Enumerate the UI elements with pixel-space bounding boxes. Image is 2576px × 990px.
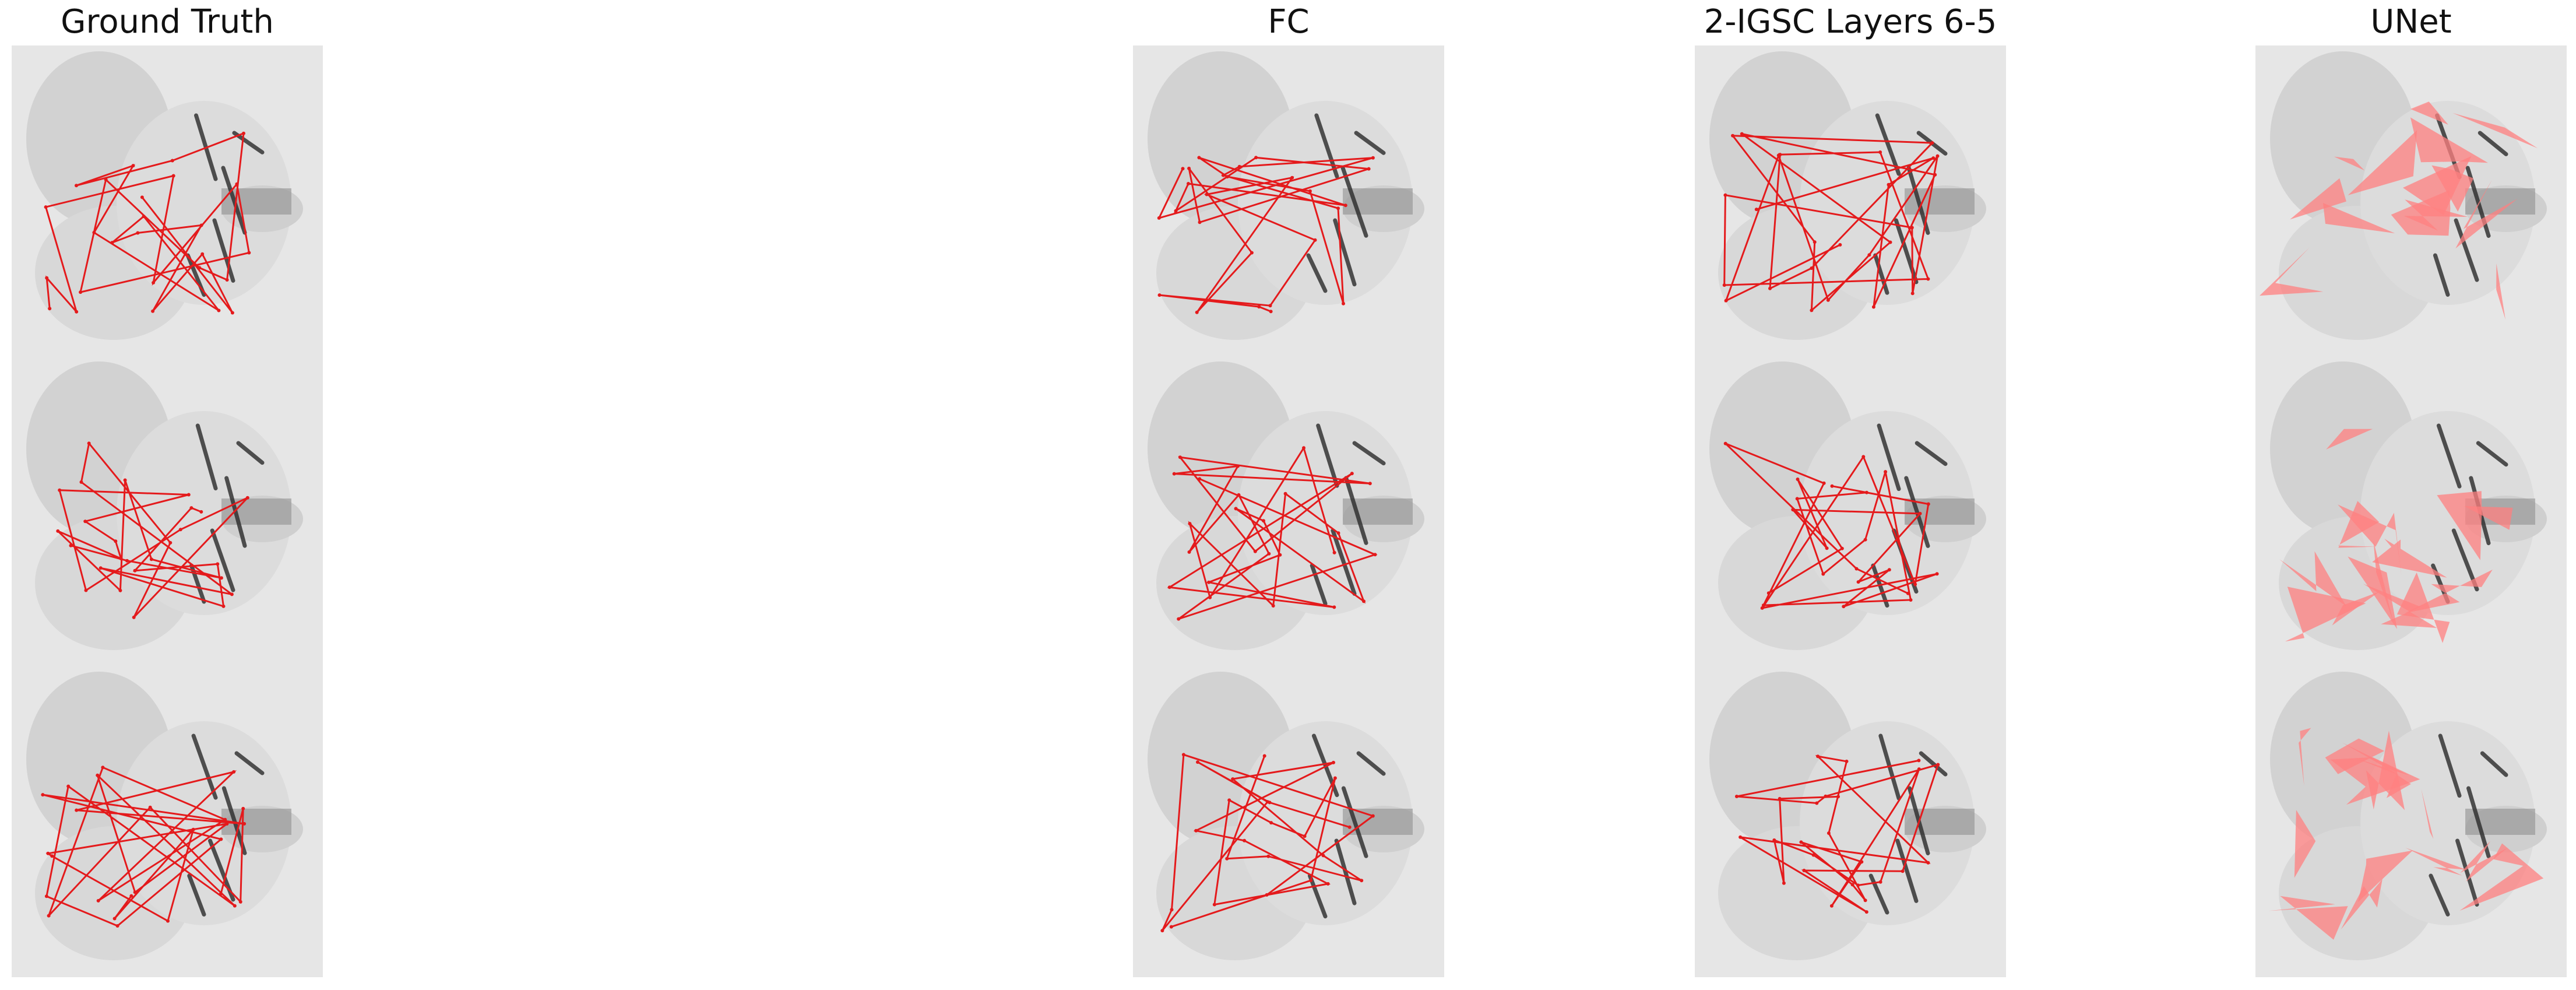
panel-unet-row1 [2255, 45, 2567, 357]
panel-fc-row2 [1133, 356, 1444, 667]
fly-image [12, 45, 323, 357]
panel-igsc-row1 [1695, 45, 2006, 357]
panel-igsc-row3 [1695, 666, 2006, 977]
fly-image [2255, 666, 2567, 977]
column-title-igsc: 2-IGSC Layers 6-5 [1704, 3, 1997, 41]
panel-gt-row2 [12, 356, 323, 667]
fly-image [1133, 356, 1444, 667]
fly-image [1695, 45, 2006, 357]
panel-unet-row3 [2255, 666, 2567, 977]
column-title-fc: FC [1268, 3, 1310, 41]
fly-image [2255, 356, 2567, 667]
fly-image [1695, 356, 2006, 667]
panel-gt-row3 [12, 666, 323, 977]
fly-image [12, 356, 323, 667]
fly-image [2255, 45, 2567, 357]
fly-image [1133, 666, 1444, 977]
panel-igsc-row2 [1695, 356, 2006, 667]
column-title-ground-truth: Ground Truth [61, 3, 274, 41]
panel-unet-row2 [2255, 356, 2567, 667]
fly-image [1133, 45, 1444, 357]
panel-gt-row1 [12, 45, 323, 357]
panel-fc-row1 [1133, 45, 1444, 357]
fly-image [1695, 666, 2006, 977]
panel-fc-row3 [1133, 666, 1444, 977]
column-title-unet: UNet [2370, 3, 2452, 41]
fly-image [12, 666, 323, 977]
